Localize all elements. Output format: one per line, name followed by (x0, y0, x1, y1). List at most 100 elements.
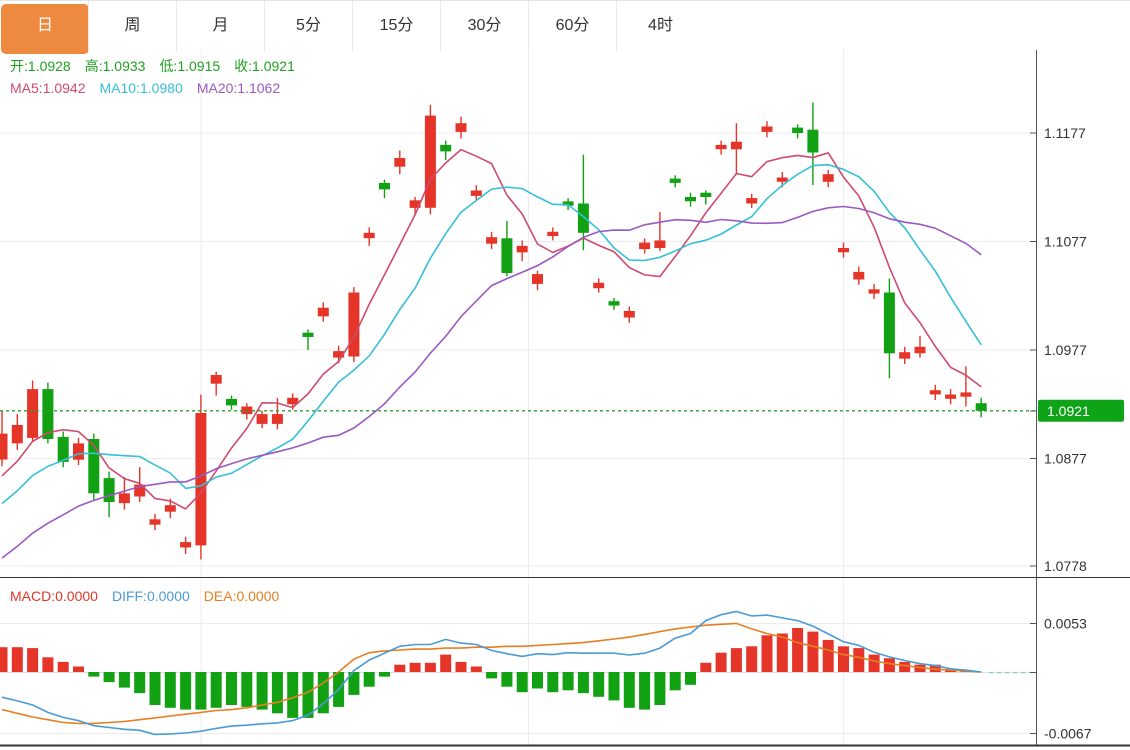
legend-item: 收:1.0921 (234, 58, 295, 74)
macd-hist-bar (516, 672, 528, 693)
ma20-line (1, 205, 982, 559)
macd-hist-bar (685, 672, 696, 685)
macd-hist-bar (394, 664, 406, 672)
macd-hist-bar (899, 661, 911, 672)
candle-body (562, 201, 574, 206)
macd-hist-bar (379, 672, 390, 677)
y-axis-label: 1.1177 (1044, 125, 1086, 141)
macd-hist-bar (623, 672, 635, 708)
candle-body (700, 192, 712, 197)
current-price-badge-value: 1.0921 (1047, 403, 1090, 419)
tab-interval-3[interactable]: 5分 (264, 1, 352, 51)
tab-interval-7[interactable]: 4时 (616, 1, 704, 51)
tab-label: 60分 (555, 17, 590, 34)
legend-value: 0.0000 (236, 588, 280, 604)
candle-body (593, 282, 605, 289)
legend-value: 1.1062 (237, 80, 281, 96)
y-axis-label: 1.0778 (1044, 558, 1087, 574)
current-price-badge (1038, 399, 1124, 422)
macd-hist-bar (669, 672, 681, 691)
legend-label: DEA: (203, 588, 237, 604)
candle-body (455, 123, 467, 132)
y-axis-label: 1.0977 (1044, 342, 1087, 358)
tab-interval-6[interactable]: 60分 (528, 1, 616, 51)
macd-hist-bar (547, 672, 559, 693)
candle-body (195, 413, 207, 546)
macd-hist-bar (440, 654, 452, 672)
macd-hist-bar (929, 664, 941, 672)
macd-hist-bar (868, 654, 880, 672)
macd-hist-bar (654, 672, 666, 705)
candle-body (42, 389, 54, 439)
legend-value: 1.0915 (177, 58, 221, 74)
candle-body (807, 129, 819, 153)
macd-hist-bar (700, 662, 712, 672)
tab-interval-2[interactable]: 月 (176, 1, 264, 51)
macd-hist-bar (302, 672, 314, 718)
macd-hist-bar (27, 648, 39, 672)
legend-item: 低:1.0915 (159, 58, 220, 74)
tab-interval-4[interactable]: 15分 (352, 1, 440, 51)
candlestick-chart[interactable]: 1.0921 1.1177 1.1077 1.0977 1.0877 1.0778 (0, 0, 1130, 578)
macd-hist-bar (256, 672, 268, 710)
candle-body (470, 190, 482, 196)
candle-body (333, 351, 345, 358)
candle-body (271, 414, 283, 424)
macd-hist-bar (562, 672, 574, 691)
macd-hist-bar (501, 672, 513, 687)
candle-body (73, 443, 84, 460)
legend-item: MA20:1.1062 (197, 80, 280, 96)
legend-value: 1.0921 (252, 58, 295, 74)
legend-label: 收: (234, 58, 253, 74)
candle-body (639, 242, 651, 250)
y-axis-label: 1.1077 (1044, 234, 1087, 250)
candle-body (226, 398, 237, 406)
candle-body (440, 144, 452, 152)
macd-hist-bar (639, 672, 651, 710)
macd-hist-bar (42, 657, 54, 672)
legend-item: MA5:1.0942 (10, 80, 86, 96)
tab-interval-0[interactable]: 日 (0, 1, 89, 54)
candle-body (379, 182, 390, 190)
macd-hist-bar (746, 646, 758, 672)
candle-body (348, 292, 360, 357)
candle-body (654, 240, 666, 248)
candle-body (914, 346, 926, 354)
candle-body (287, 397, 299, 405)
legend-label: MACD: (10, 588, 56, 604)
macd-hist-bar (348, 672, 360, 695)
macd-hist-bar (195, 672, 207, 710)
macd-hist-bar (226, 672, 237, 705)
candle-body (409, 200, 421, 208)
candle-body (792, 127, 804, 133)
macd-hist-bar (593, 672, 605, 697)
candle-body (57, 436, 69, 462)
candle-body (929, 390, 941, 395)
legend-value: 1.0928 (27, 58, 71, 74)
macd-chart[interactable]: 0.0053 -0.0067 (0, 578, 1130, 750)
candle-body (776, 177, 788, 182)
tab-label: 5分 (296, 17, 321, 34)
candle-body (149, 519, 161, 525)
candle-body (532, 274, 543, 284)
macd-hist-bar (776, 633, 788, 672)
legend-label: MA10: (99, 80, 140, 96)
candle-body (975, 403, 987, 411)
macd-hist-bar (486, 672, 498, 679)
macd-hist-bar (164, 672, 176, 708)
legend-label: 高: (84, 58, 103, 74)
ma5-line (1, 148, 982, 510)
candle-body (868, 289, 880, 294)
macd-hist-bar (363, 672, 375, 687)
candle-body (27, 389, 39, 438)
macd-hist-bar (88, 672, 100, 677)
candle-body (899, 352, 911, 359)
legend-value: 1.0980 (139, 80, 183, 96)
tab-interval-5[interactable]: 30分 (440, 1, 528, 51)
candle-body (715, 144, 727, 150)
tab-interval-1[interactable]: 周 (88, 1, 176, 51)
legend-item: MA10:1.0980 (100, 80, 183, 96)
candle-body (164, 505, 176, 512)
y-axis-label: 1.0877 (1044, 451, 1087, 467)
